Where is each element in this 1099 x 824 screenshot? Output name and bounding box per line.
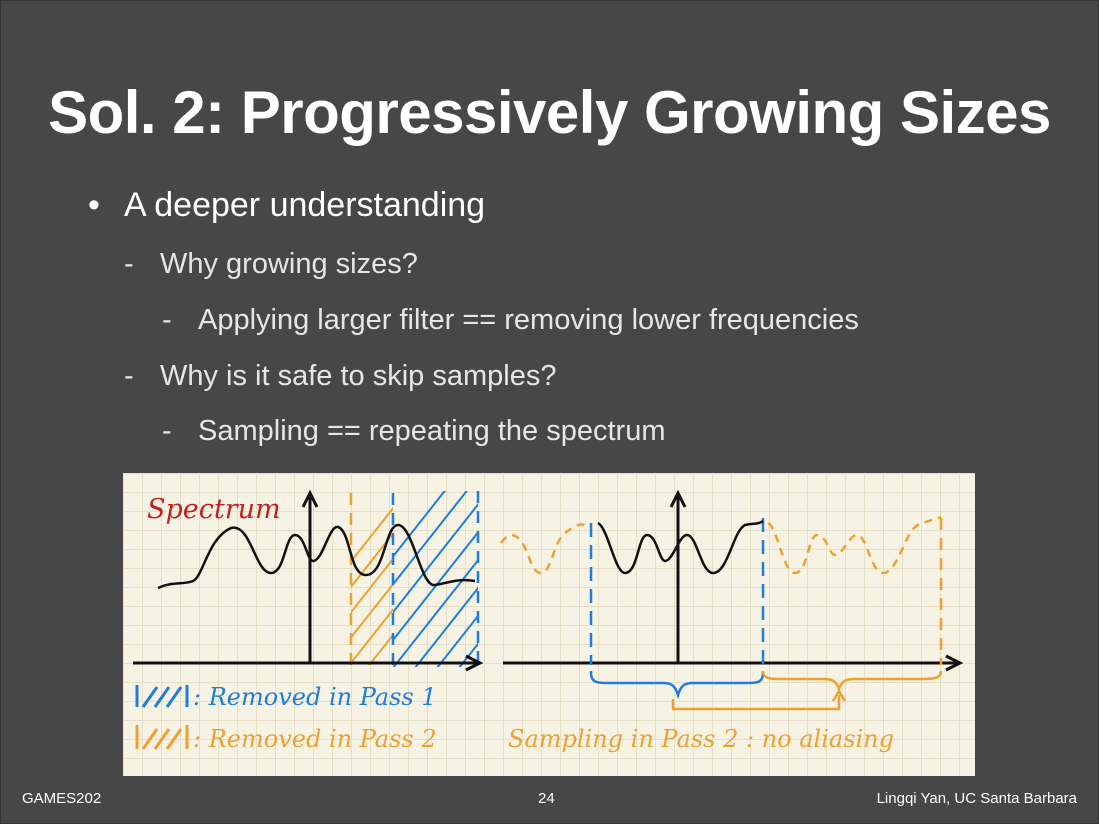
slide-title: Sol. 2: Progressively Growing Sizes bbox=[48, 79, 1051, 146]
legend-blue-label: : Removed in Pass 1 bbox=[193, 683, 437, 711]
footer-author: Lingqi Yan, UC Santa Barbara bbox=[876, 790, 1077, 807]
x-axis-arrow bbox=[465, 654, 484, 672]
bullet-text: Sampling == repeating the spectrum bbox=[198, 415, 666, 447]
blue-brace bbox=[589, 670, 765, 700]
bullet-text: Why is it safe to skip samples? bbox=[160, 360, 557, 392]
blue-hatch bbox=[393, 491, 478, 667]
bullet-text: Applying larger filter == removing lower… bbox=[198, 304, 859, 336]
spectrum-curve bbox=[597, 519, 764, 575]
bullet-dash: - bbox=[162, 304, 172, 336]
bullet-dash: - bbox=[162, 415, 172, 447]
spectrum-diagram: Spectrum : Removed in Pass 1 : Removed i… bbox=[133, 489, 964, 753]
bullet-level2: - Why is it safe to skip samples? bbox=[124, 360, 556, 393]
legend-orange-label: : Removed in Pass 2 bbox=[193, 725, 437, 753]
blue-legend-swatch bbox=[135, 685, 189, 708]
bullet-dash: - bbox=[124, 360, 134, 392]
y-axis-arrow bbox=[301, 489, 319, 508]
spectrum-figure: Spectrum : Removed in Pass 1 : Removed i… bbox=[123, 473, 975, 776]
bullet-text: Why growing sizes? bbox=[160, 248, 418, 280]
bullet-level2: - Why growing sizes? bbox=[124, 248, 418, 281]
orange-legend-swatch bbox=[135, 725, 189, 750]
shift-arrow bbox=[671, 695, 841, 711]
x-axis-arrow bbox=[945, 654, 964, 672]
spectrum-replica bbox=[767, 515, 942, 575]
bullet-dot: • bbox=[88, 186, 100, 224]
y-axis-arrow bbox=[669, 489, 687, 508]
bullet-level3: - Sampling == repeating the spectrum bbox=[162, 415, 666, 448]
shift-arrow-head bbox=[831, 688, 847, 702]
bullet-level3: - Applying larger filter == removing lowe… bbox=[162, 304, 859, 337]
spectrum-curve bbox=[157, 523, 476, 590]
footer-course: GAMES202 bbox=[22, 790, 102, 807]
page-number: 24 bbox=[538, 790, 555, 807]
bullet-level1: • A deeper understanding bbox=[88, 186, 485, 225]
spectrum-replica bbox=[499, 523, 586, 575]
bullet-dash: - bbox=[124, 248, 134, 280]
caption-no-aliasing: Sampling in Pass 2 : no aliasing bbox=[508, 725, 894, 753]
bullet-text: A deeper understanding bbox=[124, 186, 486, 224]
orange-hatch bbox=[351, 506, 393, 665]
orange-brace bbox=[761, 670, 943, 693]
spectrum-label: Spectrum bbox=[147, 494, 281, 525]
